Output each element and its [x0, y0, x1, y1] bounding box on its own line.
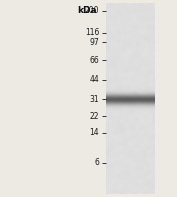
Text: 116: 116	[85, 28, 99, 37]
Text: kDa: kDa	[78, 6, 97, 15]
Text: 97: 97	[89, 38, 99, 47]
Text: 31: 31	[90, 95, 99, 104]
Text: 14: 14	[90, 128, 99, 138]
Text: 200: 200	[85, 6, 99, 15]
Text: 6: 6	[94, 158, 99, 167]
Text: 22: 22	[90, 112, 99, 121]
Text: 66: 66	[89, 56, 99, 65]
Text: 44: 44	[89, 75, 99, 84]
